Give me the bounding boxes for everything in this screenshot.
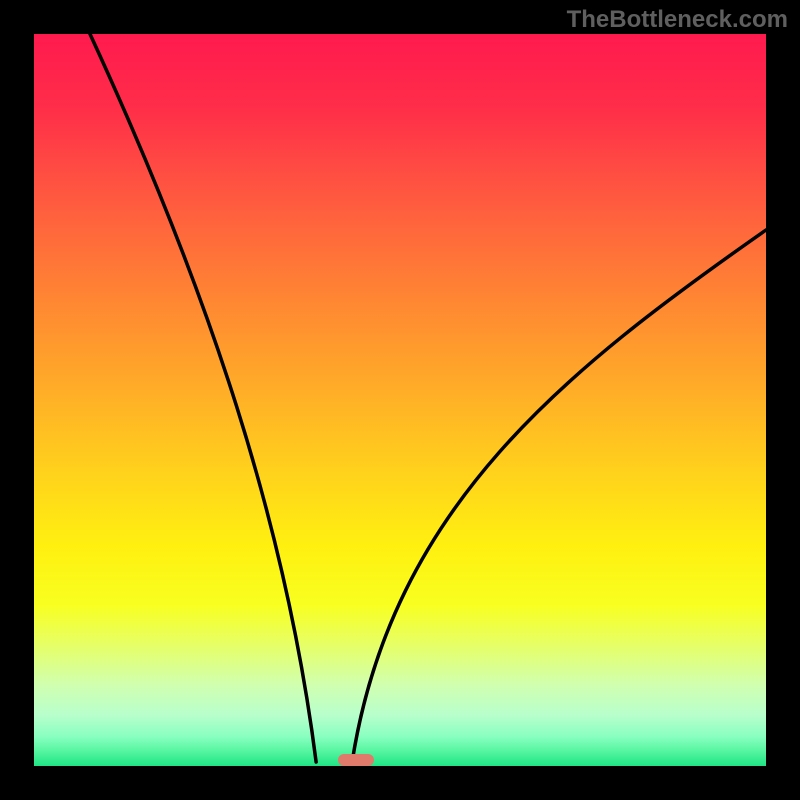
bottleneck-chart-svg [0,0,800,800]
notch-marker [338,754,374,766]
gradient-background [34,34,766,766]
chart-container: TheBottleneck.com [0,0,800,800]
watermark-text: TheBottleneck.com [567,6,788,34]
